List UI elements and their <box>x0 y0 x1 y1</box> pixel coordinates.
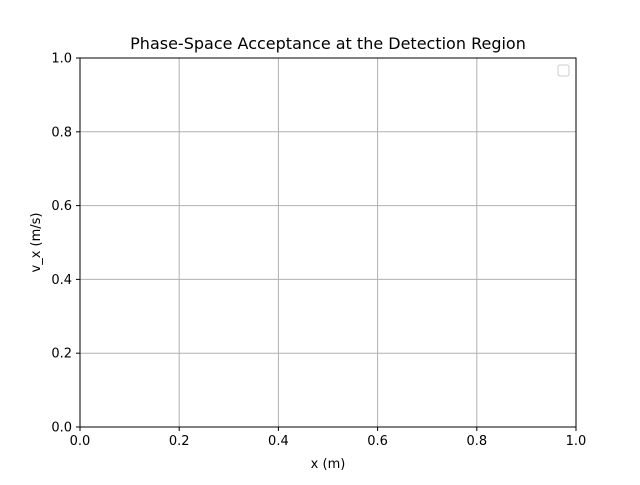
y-tick-label: 0.6 <box>51 199 72 214</box>
chart-title: Phase-Space Acceptance at the Detection … <box>130 34 526 53</box>
y-tick-label: 0.2 <box>51 347 72 362</box>
plot-frame <box>79 57 577 428</box>
y-tick-label: 0.4 <box>51 273 72 288</box>
x-axis-label: x (m) <box>311 457 346 472</box>
x-tick-label: 0.6 <box>367 434 388 449</box>
y-tick-label: 0.8 <box>51 125 72 140</box>
x-tick-label: 0.4 <box>268 434 289 449</box>
x-tick-label: 1.0 <box>566 434 587 449</box>
tick-layer: 0.0 0.2 0.4 0.6 0.8 1.0 0.0 0.2 0.4 0.6 0.8 1.0 <box>51 52 586 450</box>
y-axis-label: v_x (m/s) <box>29 213 44 273</box>
x-tick-label: 0.8 <box>466 434 487 449</box>
y-tick-label: 0.0 <box>51 421 72 436</box>
legend-box <box>557 64 570 77</box>
x-tick-label: 0.2 <box>169 434 190 449</box>
y-tick-label: 1.0 <box>51 52 72 67</box>
x-tick-label: 0.0 <box>70 434 91 449</box>
